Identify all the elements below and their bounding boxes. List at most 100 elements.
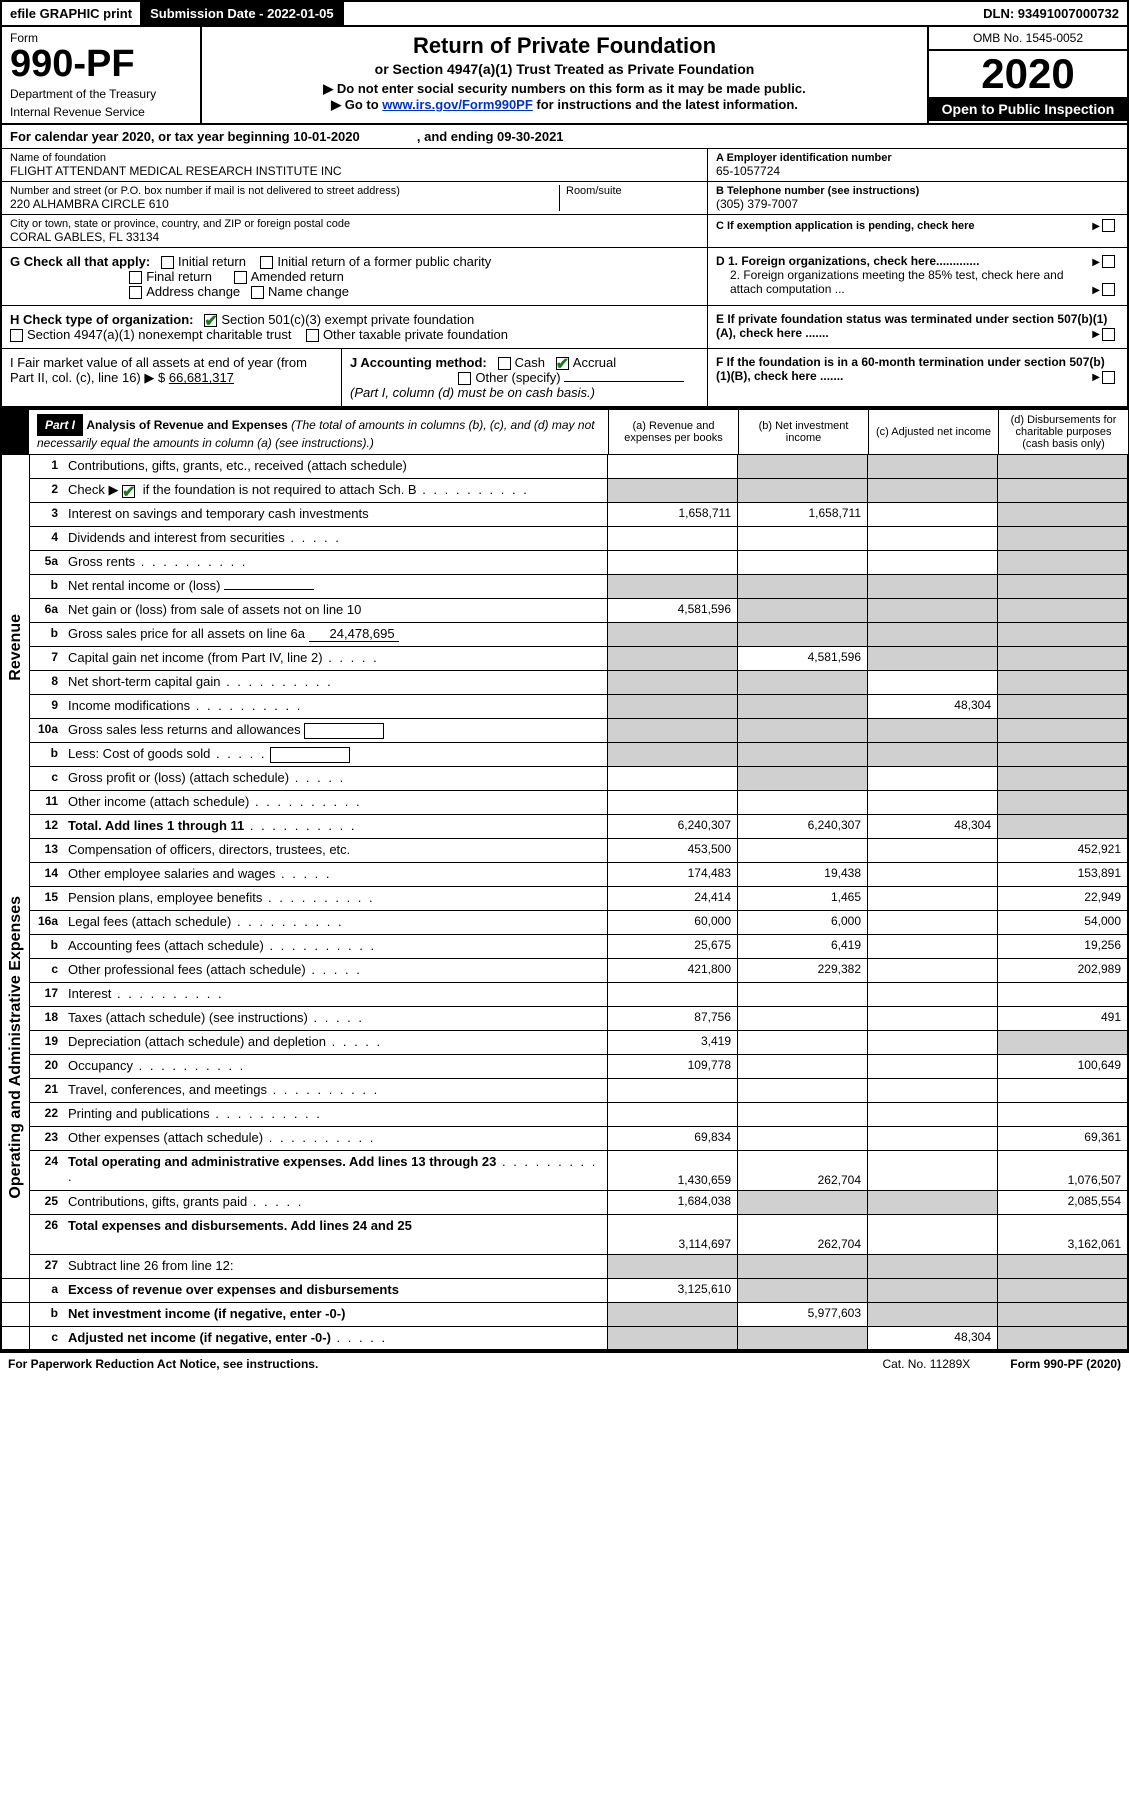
opex-side-label: Operating and Administrative Expenses — [5, 888, 27, 1207]
amt-d — [997, 695, 1127, 718]
amt-d — [997, 479, 1127, 502]
amt-c — [867, 575, 997, 598]
amt-b: 6,419 — [737, 935, 867, 958]
amt-b — [737, 1255, 867, 1278]
amt-b — [737, 1103, 867, 1126]
i-label: I Fair market value of all assets at end… — [10, 355, 307, 385]
col-c-header: (c) Adjusted net income — [868, 410, 998, 454]
other-method-checkbox[interactable] — [458, 372, 471, 385]
r16c-text: Other professional fees (attach schedule… — [68, 962, 306, 977]
accrual-checkbox[interactable] — [556, 357, 569, 370]
amt-a — [607, 1255, 737, 1278]
footer-cat-no: Cat. No. 11289X — [882, 1357, 970, 1371]
dots — [263, 1130, 375, 1145]
tel-label: B Telephone number (see instructions) — [716, 185, 1119, 197]
row-12: 12Total. Add lines 1 through 116,240,307… — [30, 815, 1127, 839]
amt-d — [997, 623, 1127, 646]
e-checkbox[interactable] — [1102, 328, 1115, 341]
row-27b: bNet investment income (if negative, ent… — [2, 1303, 1127, 1327]
amt-c — [867, 599, 997, 622]
revenue-side: Revenue — [2, 455, 30, 839]
row-5b: bNet rental income or (loss) — [30, 575, 1127, 599]
row-16b: bAccounting fees (attach schedule)25,675… — [30, 935, 1127, 959]
amt-d — [997, 1255, 1127, 1278]
street-address: 220 ALHAMBRA CIRCLE 610 — [10, 197, 559, 211]
page-footer: For Paperwork Reduction Act Notice, see … — [0, 1351, 1129, 1375]
amt-d: 202,989 — [997, 959, 1127, 982]
amt-a: 6,240,307 — [607, 815, 737, 838]
d1-checkbox[interactable] — [1102, 255, 1115, 268]
501c3-checkbox[interactable] — [204, 314, 217, 327]
row-15: 15Pension plans, employee benefits24,414… — [30, 887, 1127, 911]
j-label: J Accounting method: — [350, 355, 487, 370]
initial-return-checkbox[interactable] — [161, 256, 174, 269]
amt-c — [867, 479, 997, 502]
amt-b — [737, 527, 867, 550]
r4-text: Dividends and interest from securities — [68, 530, 285, 545]
row-desc: Net gain or (loss) from sale of assets n… — [64, 599, 607, 622]
ein-value: 65-1057724 — [716, 164, 1119, 178]
dots — [135, 554, 247, 569]
amt-c — [867, 983, 997, 1006]
arrow-icon — [1092, 369, 1102, 383]
row-num: 22 — [30, 1103, 64, 1126]
cash-checkbox[interactable] — [498, 357, 511, 370]
initial-former-checkbox[interactable] — [260, 256, 273, 269]
amt-b — [737, 1279, 867, 1302]
dots — [244, 818, 356, 833]
sch-b-checkbox[interactable] — [122, 485, 135, 498]
amended-checkbox[interactable] — [234, 271, 247, 284]
4947-checkbox[interactable] — [10, 329, 23, 342]
amt-a — [607, 767, 737, 790]
opex-side: Operating and Administrative Expenses — [2, 839, 30, 1255]
other-specify-line — [564, 381, 684, 382]
ein-cell: A Employer identification number 65-1057… — [708, 149, 1127, 182]
amt-d: 54,000 — [997, 911, 1127, 934]
f-checkbox[interactable] — [1102, 371, 1115, 384]
row-desc: Interest — [64, 983, 607, 1006]
r9-text: Income modifications — [68, 698, 190, 713]
amt-c — [867, 647, 997, 670]
omb-number: OMB No. 1545-0052 — [929, 27, 1127, 51]
c-checkbox[interactable] — [1102, 219, 1115, 232]
r7-text: Capital gain net income (from Part IV, l… — [68, 650, 323, 665]
r12-text: Total. Add lines 1 through 11 — [68, 818, 244, 833]
c-label: C If exemption application is pending, c… — [716, 220, 975, 232]
address-change-checkbox[interactable] — [129, 286, 142, 299]
row-11: 11Other income (attach schedule) — [30, 791, 1127, 815]
row-num: 20 — [30, 1055, 64, 1078]
form-title: Return of Private Foundation — [212, 33, 917, 59]
addr-label: Number and street (or P.O. box number if… — [10, 185, 559, 197]
amt-c — [867, 551, 997, 574]
row-num: 9 — [30, 695, 64, 718]
dots — [331, 1330, 387, 1345]
r5a-text: Gross rents — [68, 554, 135, 569]
h-checks: H Check type of organization: Section 50… — [2, 306, 707, 348]
part1-header-row: Part I Analysis of Revenue and Expenses … — [0, 408, 1129, 455]
amt-a: 69,834 — [607, 1127, 737, 1150]
final-return-checkbox[interactable] — [129, 271, 142, 284]
r2-pre: Check ▶ — [68, 482, 122, 497]
row-desc: Net rental income or (loss) — [64, 575, 607, 598]
r8-text: Net short-term capital gain — [68, 674, 220, 689]
row-desc: Travel, conferences, and meetings — [64, 1079, 607, 1102]
i-fmv: I Fair market value of all assets at end… — [2, 349, 342, 406]
row-8: 8Net short-term capital gain — [30, 671, 1127, 695]
j-note: (Part I, column (d) must be on cash basi… — [350, 385, 595, 400]
row-27: 27Subtract line 26 from line 12: — [2, 1255, 1127, 1279]
amt-d: 100,649 — [997, 1055, 1127, 1078]
amt-d: 452,921 — [997, 839, 1127, 862]
row-num: b — [30, 623, 64, 646]
irs-link[interactable]: www.irs.gov/Form990PF — [382, 97, 533, 112]
d2-checkbox[interactable] — [1102, 283, 1115, 296]
part1-table: Revenue 1Contributions, gifts, grants, e… — [0, 455, 1129, 1351]
row-num: 19 — [30, 1031, 64, 1054]
row-desc: Interest on savings and temporary cash i… — [64, 503, 607, 526]
amt-b — [737, 1327, 867, 1349]
dots — [306, 962, 362, 977]
amt-d — [997, 647, 1127, 670]
entity-right: A Employer identification number 65-1057… — [707, 149, 1127, 247]
other-taxable-checkbox[interactable] — [306, 329, 319, 342]
name-change-checkbox[interactable] — [251, 286, 264, 299]
col-d-header: (d) Disbursements for charitable purpose… — [998, 410, 1128, 454]
